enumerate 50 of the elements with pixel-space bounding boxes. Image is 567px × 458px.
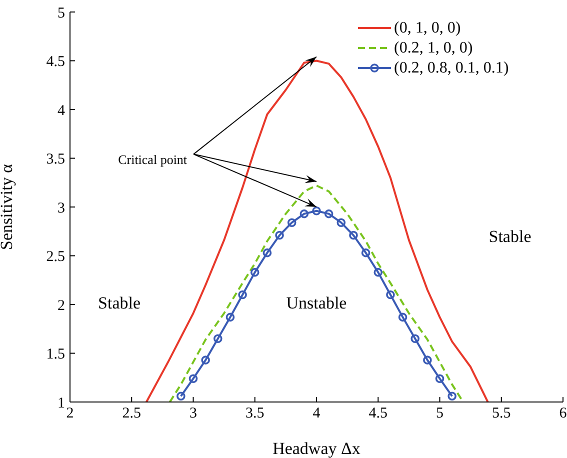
point bbox=[214, 334, 222, 344]
y-tick-label: 2 bbox=[58, 298, 65, 314]
y-tick-label: 2.5 bbox=[46, 249, 65, 266]
point bbox=[275, 230, 284, 240]
point bbox=[386, 290, 395, 300]
point bbox=[201, 356, 210, 364]
point bbox=[349, 230, 358, 240]
point bbox=[250, 268, 260, 277]
y-tick-label: 3.5 bbox=[46, 152, 65, 168]
point bbox=[176, 392, 186, 401]
y-axis-title: Sensitivity α bbox=[0, 164, 16, 250]
annotation: Stable bbox=[98, 293, 141, 312]
x-tick-label: 4.5 bbox=[368, 406, 388, 422]
point bbox=[226, 312, 235, 322]
point bbox=[312, 206, 321, 216]
y-tick-label: 4 bbox=[58, 102, 66, 119]
point bbox=[398, 312, 408, 322]
point bbox=[287, 218, 296, 227]
point bbox=[448, 392, 456, 401]
annotation: Critical point bbox=[118, 152, 188, 168]
point bbox=[423, 356, 432, 364]
point bbox=[435, 374, 444, 383]
x-tick-label: 4 bbox=[312, 406, 321, 422]
y-tick-label: 4.5 bbox=[46, 54, 65, 70]
point bbox=[374, 268, 383, 277]
x-tick-label: 5.5 bbox=[492, 406, 511, 422]
point bbox=[361, 248, 370, 258]
y-tick-label: 3 bbox=[58, 200, 65, 216]
line-series bbox=[168, 184, 464, 402]
y-tick-label: 1.5 bbox=[46, 346, 65, 363]
point bbox=[324, 209, 334, 218]
x-tick-label: 6 bbox=[559, 406, 567, 422]
x-tick-label: 2.5 bbox=[122, 406, 141, 422]
point bbox=[300, 209, 309, 218]
annotation: Unstable bbox=[286, 293, 347, 312]
x-tick-label: 3 bbox=[190, 406, 197, 422]
point bbox=[336, 218, 346, 227]
y-tick-label: 1 bbox=[58, 395, 65, 412]
point bbox=[238, 290, 247, 300]
point bbox=[188, 374, 198, 383]
x-axis-title: Headway Δx bbox=[272, 439, 361, 458]
legend-label: (0, 1, 0, 0) bbox=[394, 20, 461, 36]
x-tick-label: 3.5 bbox=[246, 406, 264, 422]
point bbox=[410, 334, 420, 344]
legend-label: (0.2, 0.8, 0.1, 0.1) bbox=[394, 60, 509, 76]
annotation: Stable bbox=[488, 227, 532, 246]
y-tick-label: 5 bbox=[58, 5, 65, 22]
legend-label: (0.2, 1, 0, 0) bbox=[394, 40, 473, 56]
x-tick-label: 5 bbox=[436, 406, 444, 422]
point bbox=[262, 248, 272, 258]
